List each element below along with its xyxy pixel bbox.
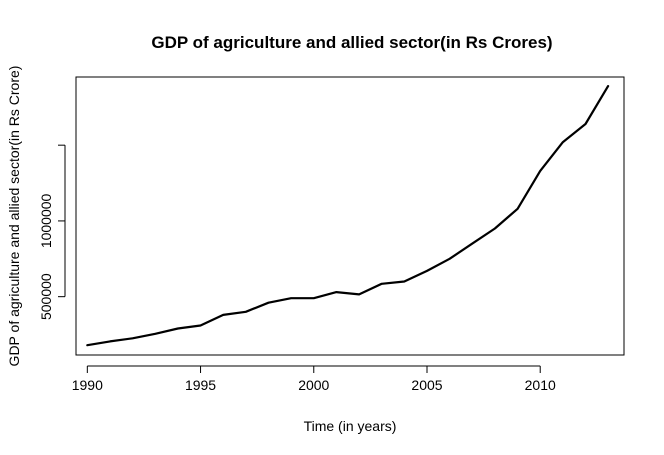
y-tick-label: 1000000 — [38, 193, 54, 248]
series-line-gdp — [86, 85, 610, 347]
x-tick-label: 1995 — [185, 377, 216, 393]
y-tick-label: 500000 — [38, 273, 54, 320]
y-axis: 500000 1000000 — [38, 144, 66, 320]
x-axis: 1990 1995 2000 2005 2010 — [72, 365, 556, 393]
x-tick-label: 2005 — [411, 377, 442, 393]
x-axis-label: Time (in years) — [304, 418, 397, 434]
x-tick-label: 1990 — [72, 377, 103, 393]
x-tick-label: 2000 — [298, 377, 329, 393]
x-tick-label: 2010 — [525, 377, 556, 393]
chart-title: GDP of agriculture and allied sector(in … — [151, 33, 552, 52]
y-axis-label: GDP of agriculture and allied sector(in … — [6, 66, 22, 367]
plot-frame — [75, 76, 625, 356]
